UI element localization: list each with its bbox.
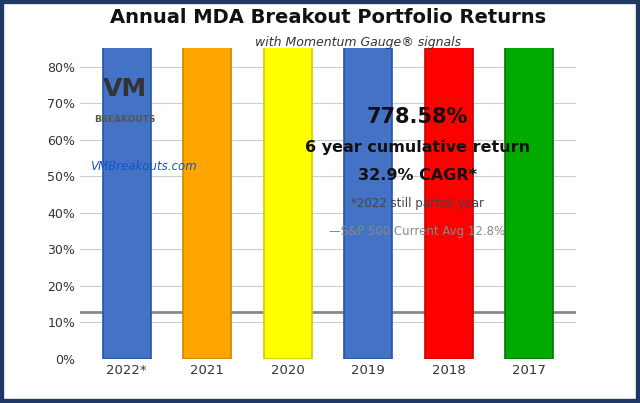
Text: VMBreakouts.com: VMBreakouts.com <box>90 160 196 173</box>
Bar <box>264 0 312 359</box>
Text: —S&P 500 Current Avg 12.8%: —S&P 500 Current Avg 12.8% <box>329 225 506 238</box>
Bar <box>424 0 473 359</box>
Text: VM: VM <box>102 77 147 101</box>
Text: 778.58%: 778.58% <box>367 107 468 127</box>
Text: 32.9% CAGR*: 32.9% CAGR* <box>358 168 477 183</box>
Text: with Momentum Gauge® signals: with Momentum Gauge® signals <box>255 36 461 49</box>
Text: BREAKOUTS: BREAKOUTS <box>94 115 156 124</box>
Bar <box>102 0 151 359</box>
Bar <box>344 0 392 359</box>
Text: 6 year cumulative return: 6 year cumulative return <box>305 140 530 155</box>
Text: *2022 still partial year: *2022 still partial year <box>351 197 484 210</box>
Bar <box>183 0 232 359</box>
Title: Annual MDA Breakout Portfolio Returns: Annual MDA Breakout Portfolio Returns <box>110 8 546 27</box>
Bar <box>505 0 554 359</box>
